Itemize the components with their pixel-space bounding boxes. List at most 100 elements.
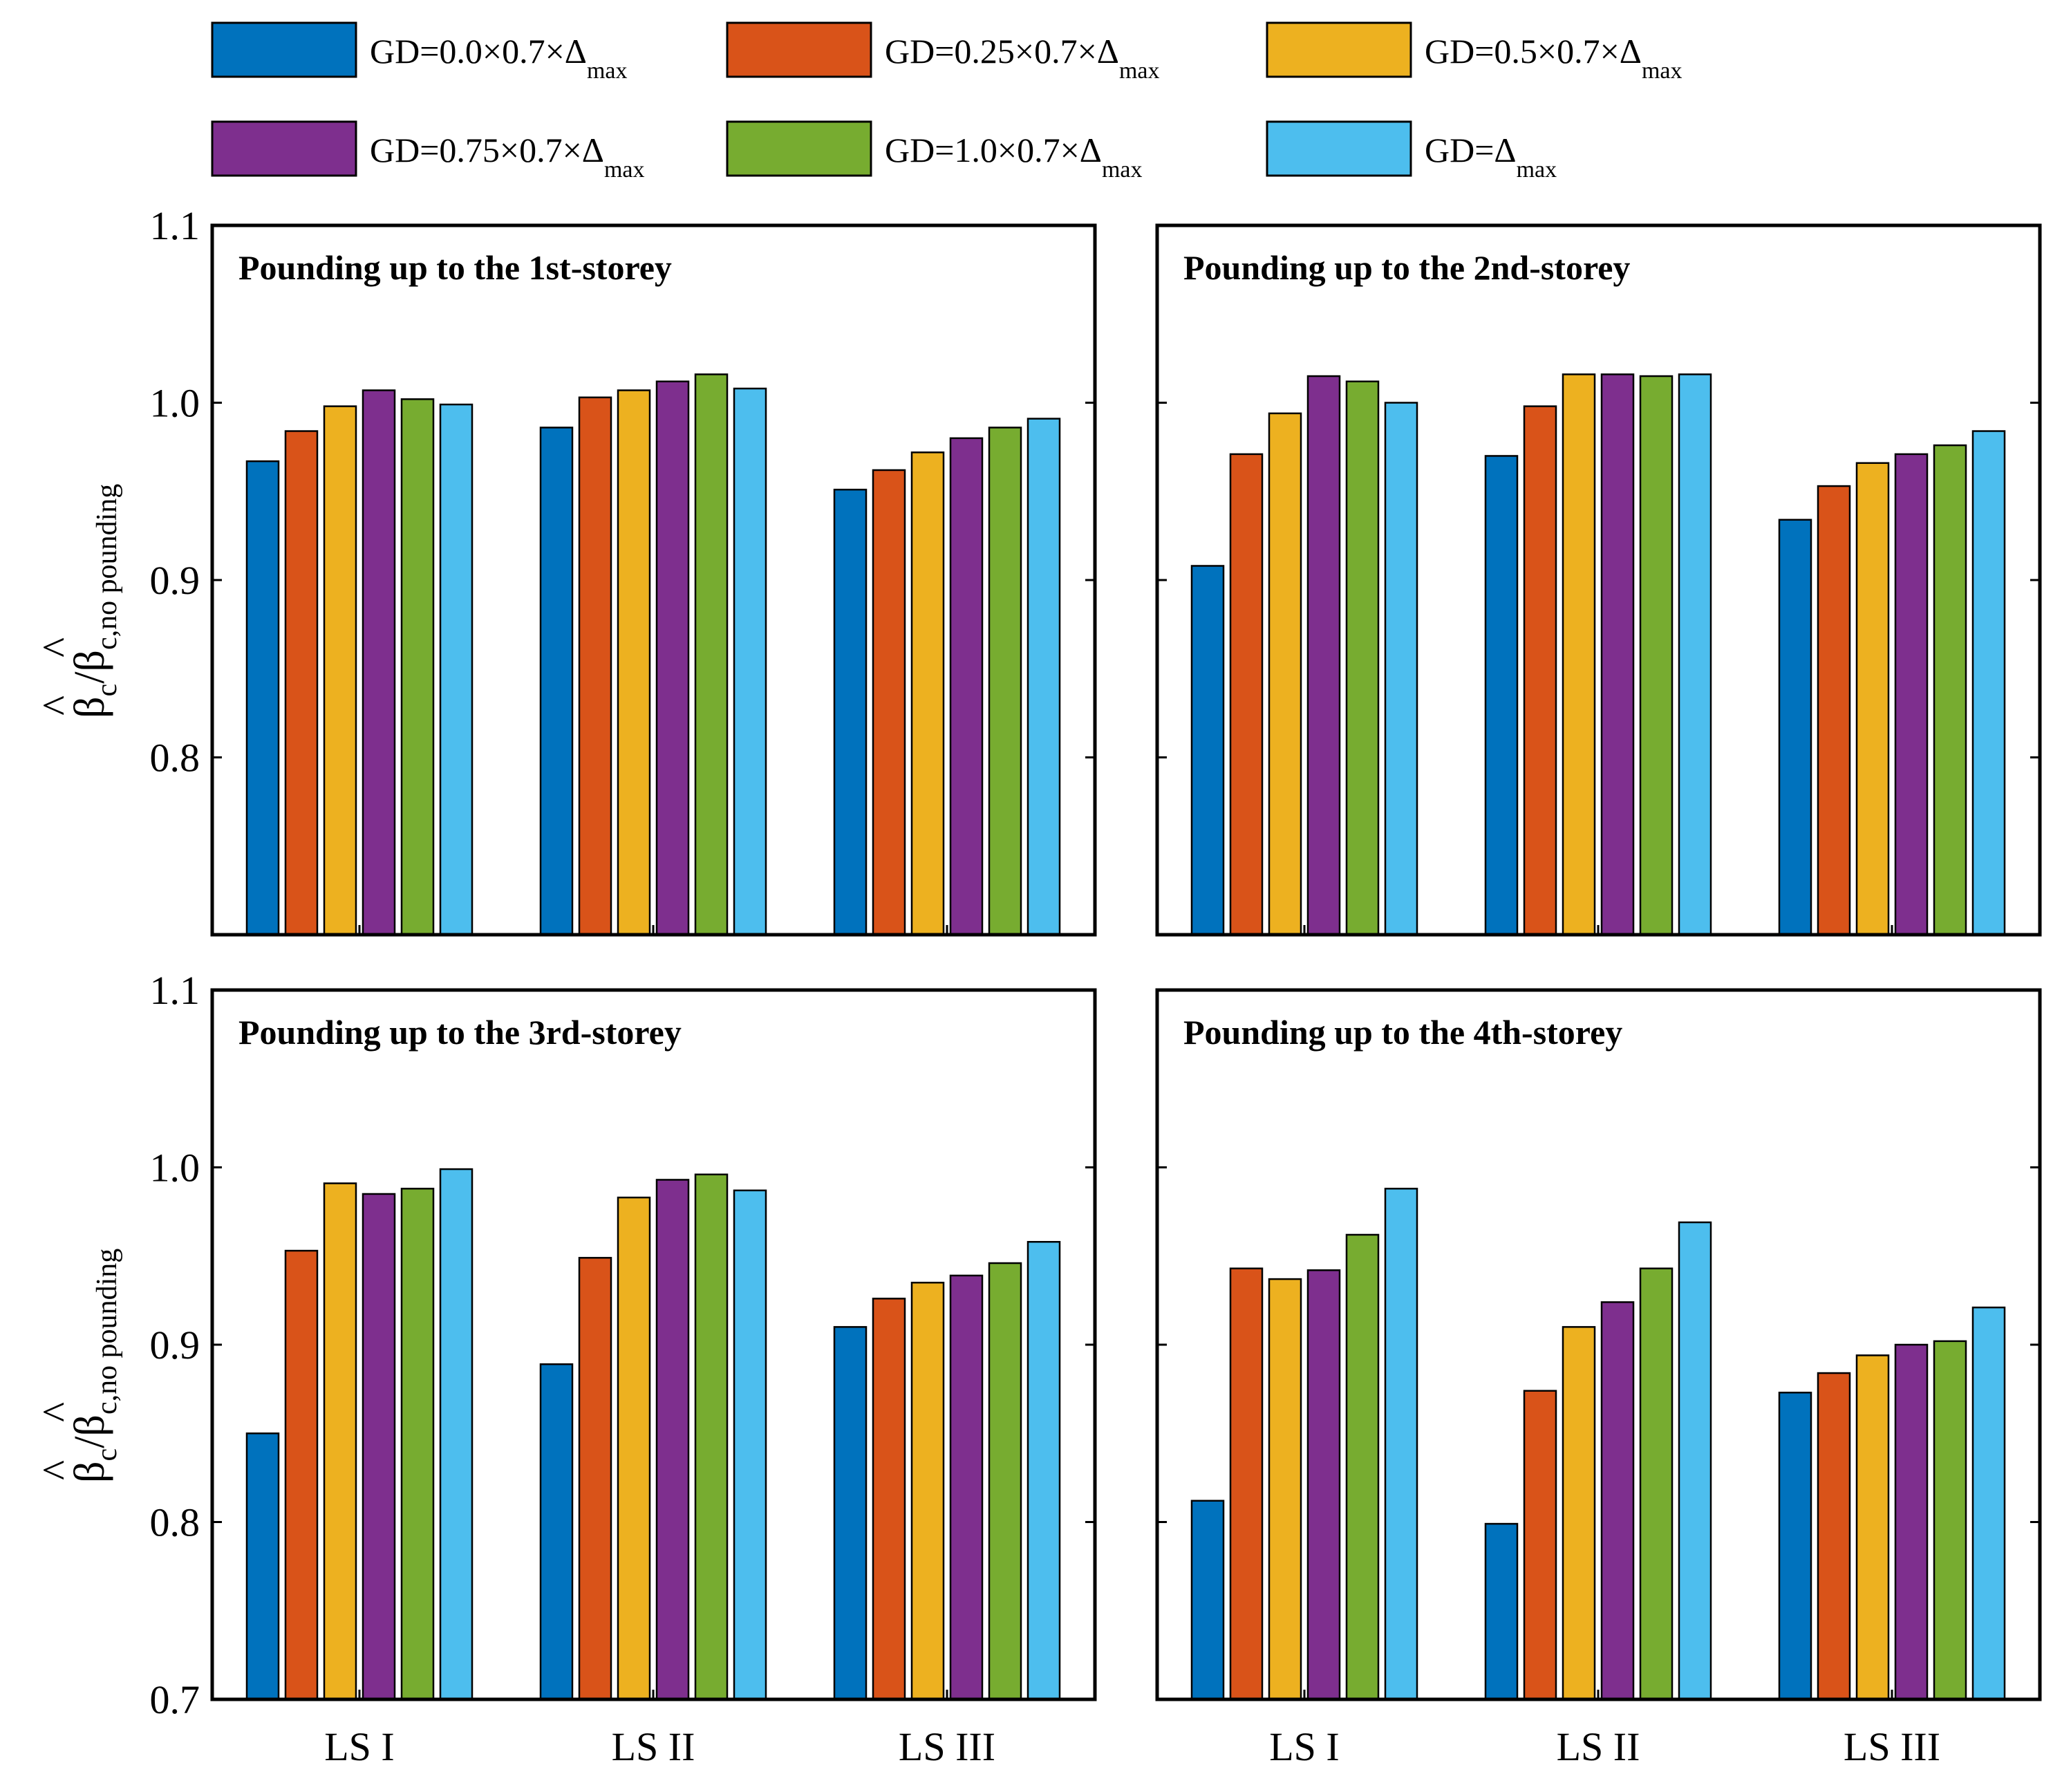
panel-title: Pounding up to the 2nd-storey (1183, 248, 1630, 287)
bar (245, 1432, 280, 1701)
y-tick-label: 1.1 (150, 968, 200, 1013)
y-axis-label-part: β (66, 696, 113, 718)
bar (1894, 453, 1929, 936)
bar (439, 1168, 474, 1701)
bar (1639, 1267, 1674, 1701)
bar (1678, 1221, 1712, 1701)
x-tick-label: LS II (1557, 1724, 1640, 1769)
y-axis-label-part: /β (66, 1415, 113, 1448)
y-axis-label: βc/βc,no pounding^^ (35, 1249, 123, 1483)
bar (1523, 1390, 1557, 1701)
panel-title: Pounding up to the 3rd-storey (238, 1013, 682, 1052)
bar (1190, 1500, 1225, 1701)
chart-panel-1: 1.1 1.0 0.9 0.8 Pounding up to the 1st-store… (35, 203, 1097, 937)
y-tick-label: 0.9 (150, 1323, 200, 1368)
y-axis-label-part: c (91, 1448, 123, 1462)
y-axis-hat: ^ (35, 637, 82, 657)
chart-panel-4: LS I LS II LS III Pounding up to the 4th-st… (1155, 988, 2042, 1769)
bar (578, 396, 612, 936)
bar (949, 437, 984, 936)
bar (1306, 1269, 1341, 1701)
bar (1639, 375, 1674, 936)
legend-swatch (1266, 21, 1412, 78)
x-tick-label: LS III (899, 1724, 995, 1769)
chart-panel-2: Pounding up to the 2nd-storey (1155, 223, 2042, 937)
y-axis-label-part: β (66, 1461, 113, 1483)
y-axis-label-text: βc/βc,no pounding (66, 484, 123, 718)
y-axis-label-text: βc/βc,no pounding (66, 1249, 123, 1483)
y-tick-label: 0.8 (150, 736, 200, 781)
bar (872, 469, 906, 936)
bar (988, 1262, 1022, 1701)
bar (323, 405, 357, 936)
bar (323, 1182, 357, 1701)
legend: GD=0.0×0.7×Δmax GD=0.25×0.7×Δmax GD=0.5×0.… (211, 21, 1683, 183)
legend-label-subscript: max (1102, 157, 1143, 183)
legend-swatch (1266, 120, 1412, 177)
bar (1678, 373, 1712, 936)
bar (1971, 1306, 2006, 1701)
bar (578, 1257, 612, 1701)
bar (1027, 418, 1061, 936)
bar (733, 387, 767, 936)
bar (733, 1189, 767, 1701)
bar (1600, 1301, 1635, 1701)
bar (1268, 1278, 1302, 1701)
bar (1345, 380, 1380, 936)
legend-label: GD=1.0×0.7×Δmax (885, 131, 1143, 183)
bar (1345, 1233, 1380, 1701)
bar (1817, 1372, 1851, 1701)
bar (539, 1363, 574, 1701)
bar (439, 403, 474, 936)
bar (833, 488, 868, 936)
bar (1484, 1522, 1519, 1701)
bar (910, 1281, 945, 1701)
legend-label: GD=0.5×0.7×Δmax (1425, 32, 1683, 84)
y-axis-hat: ^ (35, 1460, 82, 1480)
bar (1229, 453, 1264, 936)
bar (1484, 455, 1519, 936)
legend-item: GD=0.5×0.7×Δmax (1266, 21, 1683, 84)
bar (1933, 1340, 1967, 1701)
bar (1523, 405, 1557, 936)
x-tick-label: LS III (1844, 1724, 1940, 1769)
bar (1933, 444, 1967, 936)
legend-swatch (211, 21, 357, 78)
y-axis-hat: ^ (35, 1402, 82, 1422)
legend-item: GD=0.75×0.7×Δmax (211, 120, 645, 183)
y-tick-label: 1.0 (150, 381, 200, 426)
legend-label: GD=0.0×0.7×Δmax (370, 32, 628, 84)
panel-title: Pounding up to the 1st-storey (238, 248, 672, 287)
y-axis-label-part: c,no pounding (91, 1249, 123, 1415)
bar (1384, 1188, 1418, 1701)
legend-label-subscript: max (604, 157, 645, 183)
bar (949, 1274, 984, 1701)
x-tick-label: LS II (612, 1724, 695, 1769)
legend-label-subscript: max (1642, 58, 1683, 84)
y-axis-hat: ^ (35, 696, 82, 716)
y-tick-label: 0.7 (150, 1677, 200, 1722)
bar (1229, 1267, 1264, 1701)
legend-item: GD=0.0×0.7×Δmax (211, 21, 628, 84)
bar (910, 451, 945, 936)
bar (1971, 430, 2006, 936)
legend-label-subscript: max (587, 58, 628, 84)
bar (1855, 1354, 1890, 1701)
panel-title: Pounding up to the 4th-storey (1183, 1013, 1622, 1052)
bar (1306, 375, 1341, 936)
bar (284, 1249, 319, 1701)
bar (1268, 412, 1302, 936)
bar (1562, 373, 1596, 936)
y-axis-label: βc/βc,no pounding^ ^ (35, 484, 123, 718)
y-tick-label: 0.8 (150, 1500, 200, 1545)
bar (362, 389, 396, 936)
bar (1817, 485, 1851, 936)
bar (833, 1326, 868, 1701)
y-tick-label: 0.9 (150, 558, 200, 603)
bar (1384, 402, 1418, 936)
bar (400, 398, 435, 936)
bar (694, 1173, 729, 1701)
x-tick-label: LS I (1269, 1724, 1340, 1769)
